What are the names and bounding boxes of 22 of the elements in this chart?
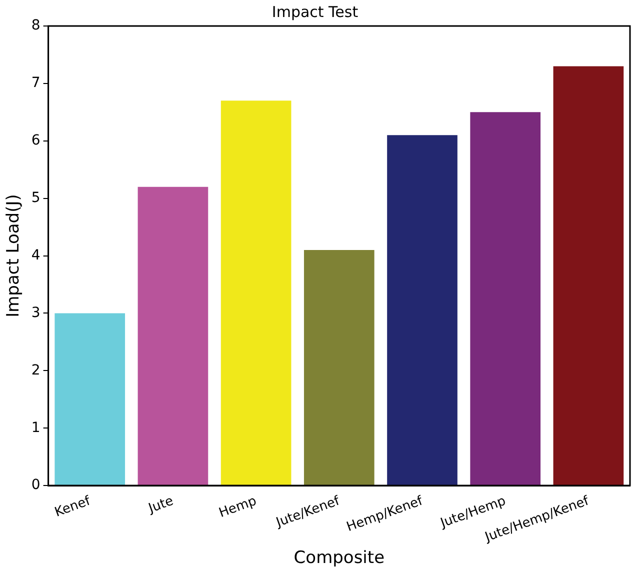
bar <box>304 250 374 486</box>
y-tick-label: 3 <box>31 304 40 321</box>
y-tick-label: 2 <box>31 362 40 378</box>
y-tick-label: 8 <box>31 18 40 34</box>
x-tick-label: Hemp <box>217 494 259 522</box>
y-axis-title: Impact Load(J) <box>4 194 24 318</box>
x-axis-title: Composite <box>294 548 385 568</box>
bar <box>553 66 624 486</box>
y-tick-label: 4 <box>31 247 40 264</box>
y-tick-label: 1 <box>31 420 40 436</box>
y-tick-label: 6 <box>31 132 40 149</box>
y-tick-label: 0 <box>31 477 40 494</box>
bar <box>54 313 126 486</box>
bar <box>138 186 208 486</box>
y-tick-label: 5 <box>31 190 40 206</box>
x-tick-label: Jute <box>146 494 176 517</box>
bar <box>220 100 292 486</box>
bar <box>470 112 541 486</box>
y-tick-label: 7 <box>31 75 40 92</box>
chart-title: Impact Test <box>272 2 358 21</box>
x-tick-label: Kenef <box>52 494 93 520</box>
bar <box>387 135 458 486</box>
